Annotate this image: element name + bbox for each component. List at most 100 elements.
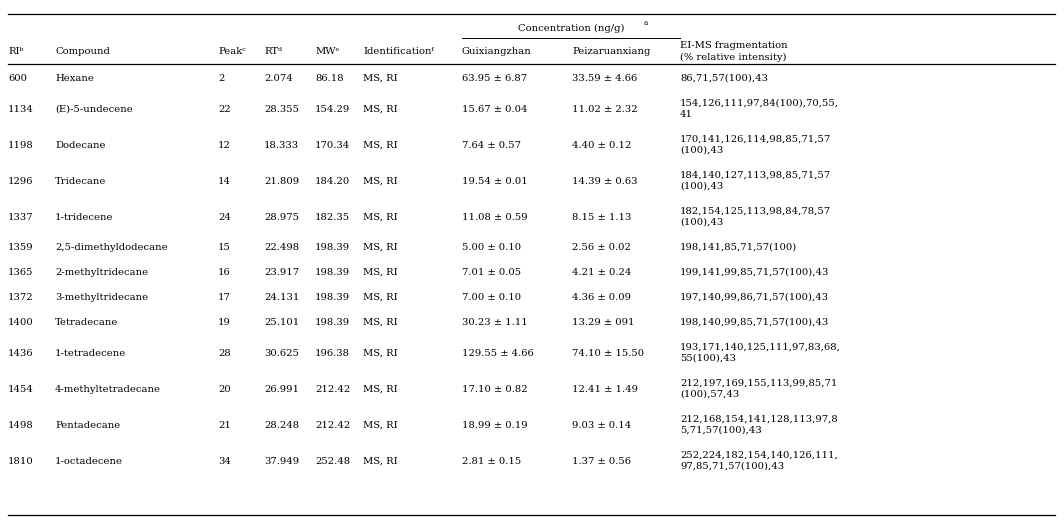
Text: MS, RI: MS, RI (363, 421, 398, 430)
Text: 41: 41 (680, 110, 693, 119)
Text: MS, RI: MS, RI (363, 293, 398, 302)
Text: 18.99 ± 0.19: 18.99 ± 0.19 (462, 421, 528, 430)
Text: 1-octadecene: 1-octadecene (55, 457, 123, 465)
Text: Hexane: Hexane (55, 74, 94, 83)
Text: 7.01 ± 0.05: 7.01 ± 0.05 (462, 268, 521, 277)
Text: a: a (644, 19, 648, 27)
Text: 4.21 ± 0.24: 4.21 ± 0.24 (572, 268, 631, 277)
Text: 7.64 ± 0.57: 7.64 ± 0.57 (462, 140, 521, 150)
Text: MS, RI: MS, RI (363, 176, 398, 186)
Text: 1-tridecene: 1-tridecene (55, 213, 114, 222)
Text: MS, RI: MS, RI (363, 74, 398, 83)
Text: 63.95 ± 6.87: 63.95 ± 6.87 (462, 74, 527, 83)
Text: 154.29: 154.29 (315, 105, 350, 113)
Text: 28.355: 28.355 (264, 105, 299, 113)
Text: RTᵈ: RTᵈ (264, 47, 282, 57)
Text: 170,141,126,114,98,85,71,57: 170,141,126,114,98,85,71,57 (680, 135, 831, 144)
Text: 198.39: 198.39 (315, 268, 350, 277)
Text: 198.39: 198.39 (315, 318, 350, 327)
Text: 182,154,125,113,98,84,78,57: 182,154,125,113,98,84,78,57 (680, 207, 831, 216)
Text: 252,224,182,154,140,126,111,: 252,224,182,154,140,126,111, (680, 451, 837, 460)
Text: 12: 12 (218, 140, 231, 150)
Text: 4.36 ± 0.09: 4.36 ± 0.09 (572, 293, 631, 302)
Text: 28.248: 28.248 (264, 421, 299, 430)
Text: 5,71,57(100),43: 5,71,57(100),43 (680, 426, 762, 435)
Text: 196.38: 196.38 (315, 348, 350, 358)
Text: 97,85,71,57(100),43: 97,85,71,57(100),43 (680, 462, 784, 471)
Text: (100),43: (100),43 (680, 218, 724, 227)
Text: 198.39: 198.39 (315, 243, 350, 252)
Text: (100),43: (100),43 (680, 146, 724, 155)
Text: 198.39: 198.39 (315, 293, 350, 302)
Text: 2.81 ± 0.15: 2.81 ± 0.15 (462, 457, 521, 465)
Text: 86,71,57(100),43: 86,71,57(100),43 (680, 74, 768, 83)
Text: 21.809: 21.809 (264, 176, 299, 186)
Text: MS, RI: MS, RI (363, 105, 398, 113)
Text: 20: 20 (218, 384, 231, 394)
Text: (% relative intensity): (% relative intensity) (680, 53, 786, 61)
Text: 22: 22 (218, 105, 231, 113)
Text: 28.975: 28.975 (264, 213, 299, 222)
Text: 1296: 1296 (9, 176, 33, 186)
Text: 1134: 1134 (9, 105, 34, 113)
Text: 26.991: 26.991 (264, 384, 299, 394)
Text: 1198: 1198 (9, 140, 34, 150)
Text: 4-methyltetradecane: 4-methyltetradecane (55, 384, 161, 394)
Text: Tridecane: Tridecane (55, 176, 106, 186)
Text: 7.00 ± 0.10: 7.00 ± 0.10 (462, 293, 521, 302)
Text: 11.02 ± 2.32: 11.02 ± 2.32 (572, 105, 637, 113)
Text: 37.949: 37.949 (264, 457, 299, 465)
Text: Tetradecane: Tetradecane (55, 318, 118, 327)
Text: 8.15 ± 1.13: 8.15 ± 1.13 (572, 213, 631, 222)
Text: 18.333: 18.333 (264, 140, 299, 150)
Text: 212,197,169,155,113,99,85,71: 212,197,169,155,113,99,85,71 (680, 379, 837, 388)
Text: 28: 28 (218, 348, 231, 358)
Text: 1-tetradecene: 1-tetradecene (55, 348, 127, 358)
Text: 34: 34 (218, 457, 231, 465)
Text: 1454: 1454 (9, 384, 34, 394)
Text: 13.29 ± 091: 13.29 ± 091 (572, 318, 634, 327)
Text: 74.10 ± 15.50: 74.10 ± 15.50 (572, 348, 644, 358)
Text: 3-methyltridecane: 3-methyltridecane (55, 293, 148, 302)
Text: 182.35: 182.35 (315, 213, 350, 222)
Text: 170.34: 170.34 (315, 140, 350, 150)
Text: 14.39 ± 0.63: 14.39 ± 0.63 (572, 176, 637, 186)
Text: 14: 14 (218, 176, 231, 186)
Text: 252.48: 252.48 (315, 457, 350, 465)
Text: MS, RI: MS, RI (363, 268, 398, 277)
Text: 1365: 1365 (9, 268, 33, 277)
Text: Guixiangzhan: Guixiangzhan (462, 47, 532, 57)
Text: 17.10 ± 0.82: 17.10 ± 0.82 (462, 384, 528, 394)
Text: MS, RI: MS, RI (363, 140, 398, 150)
Text: 5.00 ± 0.10: 5.00 ± 0.10 (462, 243, 521, 252)
Text: (100),57,43: (100),57,43 (680, 390, 739, 399)
Text: 55(100),43: 55(100),43 (680, 354, 736, 363)
Text: 197,140,99,86,71,57(100),43: 197,140,99,86,71,57(100),43 (680, 293, 829, 302)
Text: 1359: 1359 (9, 243, 34, 252)
Text: 1372: 1372 (9, 293, 34, 302)
Text: 1.37 ± 0.56: 1.37 ± 0.56 (572, 457, 631, 465)
Text: Identificationᶠ: Identificationᶠ (363, 47, 434, 57)
Text: 24.131: 24.131 (264, 293, 299, 302)
Text: 19: 19 (218, 318, 231, 327)
Text: 212.42: 212.42 (315, 421, 350, 430)
Text: 33.59 ± 4.66: 33.59 ± 4.66 (572, 74, 637, 83)
Text: 15: 15 (218, 243, 231, 252)
Text: 199,141,99,85,71,57(100),43: 199,141,99,85,71,57(100),43 (680, 268, 829, 277)
Text: 2.56 ± 0.02: 2.56 ± 0.02 (572, 243, 631, 252)
Text: 30.625: 30.625 (264, 348, 299, 358)
Text: 154,126,111,97,84(100),70,55,: 154,126,111,97,84(100),70,55, (680, 99, 839, 108)
Text: 30.23 ± 1.11: 30.23 ± 1.11 (462, 318, 528, 327)
Text: MS, RI: MS, RI (363, 457, 398, 465)
Text: MS, RI: MS, RI (363, 213, 398, 222)
Text: 25.101: 25.101 (264, 318, 299, 327)
Text: 1400: 1400 (9, 318, 34, 327)
Text: Peizaruanxiang: Peizaruanxiang (572, 47, 650, 57)
Text: 9.03 ± 0.14: 9.03 ± 0.14 (572, 421, 631, 430)
Text: 1337: 1337 (9, 213, 34, 222)
Text: 184.20: 184.20 (315, 176, 350, 186)
Text: 2-methyltridecane: 2-methyltridecane (55, 268, 148, 277)
Text: Dodecane: Dodecane (55, 140, 105, 150)
Text: (100),43: (100),43 (680, 182, 724, 191)
Text: 2.074: 2.074 (264, 74, 293, 83)
